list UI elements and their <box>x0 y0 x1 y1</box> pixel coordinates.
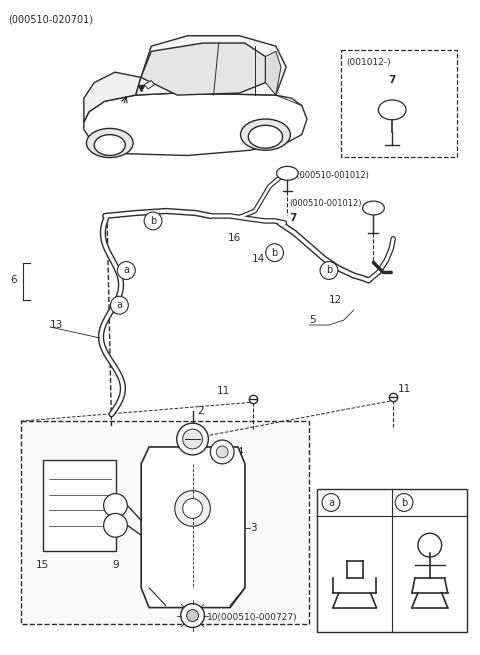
Text: 12: 12 <box>329 295 342 305</box>
Text: b: b <box>272 248 278 257</box>
Text: 4: 4 <box>236 447 243 457</box>
Text: 14: 14 <box>252 253 265 263</box>
Text: 16: 16 <box>228 233 241 243</box>
Circle shape <box>104 514 127 537</box>
Text: (000510-020701): (000510-020701) <box>8 14 93 25</box>
Circle shape <box>177 423 208 455</box>
Polygon shape <box>84 72 141 122</box>
Circle shape <box>320 261 338 280</box>
Circle shape <box>118 261 135 280</box>
Text: a: a <box>328 498 334 508</box>
Text: 7: 7 <box>289 213 297 223</box>
Circle shape <box>104 494 127 517</box>
Polygon shape <box>265 51 281 95</box>
Text: a: a <box>123 265 129 276</box>
Circle shape <box>183 429 203 449</box>
Text: a: a <box>117 300 122 310</box>
Circle shape <box>175 491 210 527</box>
Polygon shape <box>141 43 265 95</box>
Circle shape <box>216 446 228 458</box>
Polygon shape <box>141 447 245 608</box>
Ellipse shape <box>362 201 384 215</box>
Ellipse shape <box>276 166 298 180</box>
Polygon shape <box>144 81 155 89</box>
Text: 1: 1 <box>344 498 350 508</box>
Text: FUEL: FUEL <box>182 534 203 543</box>
Text: 9: 9 <box>112 560 119 570</box>
Ellipse shape <box>86 128 133 158</box>
Text: 10(000510-000727): 10(000510-000727) <box>207 613 298 622</box>
Text: b: b <box>326 265 332 276</box>
Text: b: b <box>150 216 156 226</box>
Circle shape <box>395 494 413 512</box>
Polygon shape <box>136 36 286 95</box>
Text: 11: 11 <box>398 384 411 394</box>
Ellipse shape <box>94 135 125 155</box>
Circle shape <box>144 212 162 230</box>
Circle shape <box>210 440 234 464</box>
Circle shape <box>322 494 340 512</box>
Text: b: b <box>401 498 407 508</box>
Circle shape <box>180 604 204 627</box>
Text: (001012-): (001012-) <box>346 58 390 67</box>
Text: 8: 8 <box>417 498 423 508</box>
Circle shape <box>183 498 203 518</box>
Text: 5: 5 <box>309 315 316 325</box>
Ellipse shape <box>378 100 406 120</box>
Circle shape <box>266 244 284 261</box>
Ellipse shape <box>248 125 283 148</box>
Text: (000510-001012): (000510-001012) <box>289 198 362 208</box>
Text: 3: 3 <box>250 523 256 533</box>
FancyBboxPatch shape <box>21 421 309 624</box>
Ellipse shape <box>240 119 290 150</box>
Text: 13: 13 <box>50 320 63 330</box>
Text: 7: 7 <box>388 75 396 85</box>
Text: 7(000510-001012): 7(000510-001012) <box>291 171 369 180</box>
Circle shape <box>187 610 199 622</box>
Text: 15: 15 <box>36 560 49 570</box>
Text: 2: 2 <box>197 406 204 417</box>
FancyBboxPatch shape <box>317 489 468 632</box>
FancyBboxPatch shape <box>43 460 117 551</box>
Circle shape <box>110 296 128 314</box>
Text: 6: 6 <box>11 275 17 286</box>
Text: 11: 11 <box>217 386 230 396</box>
